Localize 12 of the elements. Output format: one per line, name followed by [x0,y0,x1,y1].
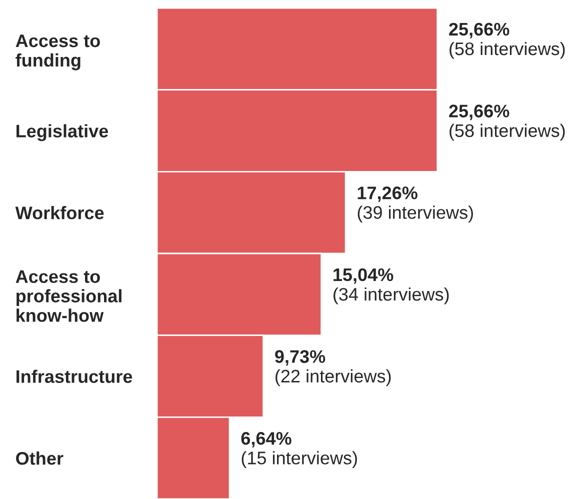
y-tick-label: Workforce [15,206,104,220]
data-label: 25,66% (58 interviews) [449,22,565,59]
y-tick-label: Legislative [16,124,108,142]
data-label: 15,04% (34 interviews) [334,268,449,304]
y-tick-label: Infrastructure [16,370,132,383]
data-label: 9,73% (22 interviews) [275,350,391,386]
data-label: 6,64% (15 interviews) [241,432,357,468]
y-tick-label: Other [16,452,64,465]
y-tick-label: Access to funding [16,34,100,70]
y-tick-label: Access to professional know-how [16,270,122,322]
data-label: 17,26% (39 interviews) [358,186,473,222]
data-label: 25,66% (58 interviews) [449,104,565,141]
